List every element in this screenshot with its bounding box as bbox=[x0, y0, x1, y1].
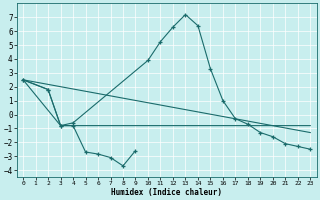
X-axis label: Humidex (Indice chaleur): Humidex (Indice chaleur) bbox=[111, 188, 222, 197]
